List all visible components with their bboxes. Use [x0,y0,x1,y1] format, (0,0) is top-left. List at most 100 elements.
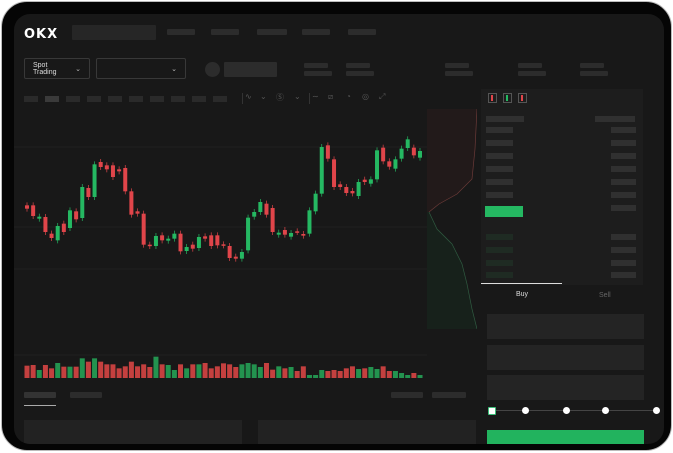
volume-bar [214,366,220,378]
nav-item[interactable] [257,29,287,35]
reset-icon[interactable]: ◔ [346,92,351,101]
nav-item[interactable] [167,29,195,35]
timeframe-button[interactable] [66,96,80,102]
orderbook-both-icon[interactable] [488,93,497,103]
amount-input[interactable] [487,345,644,370]
pair-dropdown[interactable]: ⌄ [96,58,186,79]
timeframe-button[interactable] [171,96,185,102]
amount-slider[interactable] [491,410,657,411]
tab-open-orders[interactable] [24,392,56,398]
volume-bar [374,369,380,378]
candle-body [411,147,416,156]
depth-chart [427,109,477,329]
timeframe-button[interactable] [108,96,122,102]
timeframe-button[interactable] [87,96,101,102]
fullscreen-icon[interactable]: ⤢ [379,92,386,101]
search-bar[interactable] [72,25,156,40]
ask-price [486,192,513,198]
timeframe-button[interactable] [45,96,59,102]
orderbook-header [486,116,524,122]
volume-bar [116,368,122,378]
filter-control[interactable] [432,392,466,398]
volume-bar [92,358,98,378]
chevron-down-icon: ⌄ [171,65,177,73]
volume-bar [270,369,276,378]
fullscreen-icon[interactable]: ◎ [362,92,369,101]
slider-handle[interactable] [488,407,496,415]
buy-submit-button[interactable] [487,430,644,444]
indicator-icon[interactable]: ∿ [245,92,252,101]
settings-icon[interactable]: Ⓢ [276,93,284,102]
stat-label [304,63,328,68]
market-type-dropdown[interactable]: Spot Trading ⌄ [24,58,90,79]
candle-body [74,211,79,220]
candle-body [289,233,294,237]
ask-price [486,166,513,172]
pair-price [224,62,277,77]
candle-body [104,165,109,170]
candle-body [178,233,183,252]
camera-icon[interactable]: ⧄ [328,92,334,101]
timeframe-button[interactable] [129,96,143,102]
ask-amount [611,166,636,172]
orderbook-bids-icon[interactable] [503,93,512,103]
timeframe-button[interactable] [213,96,227,102]
slider-step[interactable] [563,407,570,414]
candle-body [123,168,128,192]
total-input[interactable] [487,375,644,400]
volume-bar [313,375,319,378]
slider-step[interactable] [602,407,609,414]
volume-bar [128,361,134,378]
candle-body [393,159,398,169]
slider-step[interactable] [522,407,529,414]
volume-bar [122,366,128,378]
volume-bar [178,364,184,378]
timeframe-button[interactable] [192,96,206,102]
ask-amount [611,153,636,159]
candle-body [418,151,422,158]
candle-body [239,252,244,259]
volume-bar [343,368,349,378]
candle-body [153,236,158,246]
nav-item[interactable] [302,29,330,35]
volume-bar [79,358,85,378]
draw-icon[interactable]: ∼ [312,92,319,101]
tab-buy[interactable]: Buy [516,291,529,298]
tab-sell[interactable]: Sell [599,292,611,299]
ask-price [486,179,513,185]
candle-body [313,193,318,212]
candle-body [215,235,220,246]
candle-body [80,187,85,218]
candle-body [55,226,60,241]
candle-body [362,179,367,182]
volume-bar [282,368,288,378]
nav-item[interactable] [348,29,376,35]
tab-order-history[interactable] [70,392,102,398]
chart-type-icon[interactable]: ⌄ [260,92,267,101]
candle-body [221,244,226,246]
orderbook-asks-icon[interactable] [518,93,527,103]
filter-control[interactable] [391,392,423,398]
volume-bar [30,365,36,378]
volume-bar [147,367,153,378]
nav-item[interactable] [211,29,239,35]
volume-bar [55,363,61,378]
stat-value [580,71,608,76]
volume-bar [300,366,306,378]
timeframe-button[interactable] [24,96,38,102]
volume-bar [171,370,177,378]
stat-value [518,71,546,76]
price-input[interactable] [487,314,644,339]
timeframe-button[interactable] [150,96,164,102]
volume-bar [165,365,171,378]
candle-body [129,191,134,215]
slider-step[interactable] [653,407,660,414]
volume-bar [85,361,91,378]
bid-amount [611,234,636,240]
candle-body [264,203,269,215]
line-icon[interactable]: ⌄ [294,92,301,101]
ask-amount [611,127,636,133]
okx-logo: OKX [24,27,59,42]
ask-amount [611,140,636,146]
volume-bar [349,366,355,378]
